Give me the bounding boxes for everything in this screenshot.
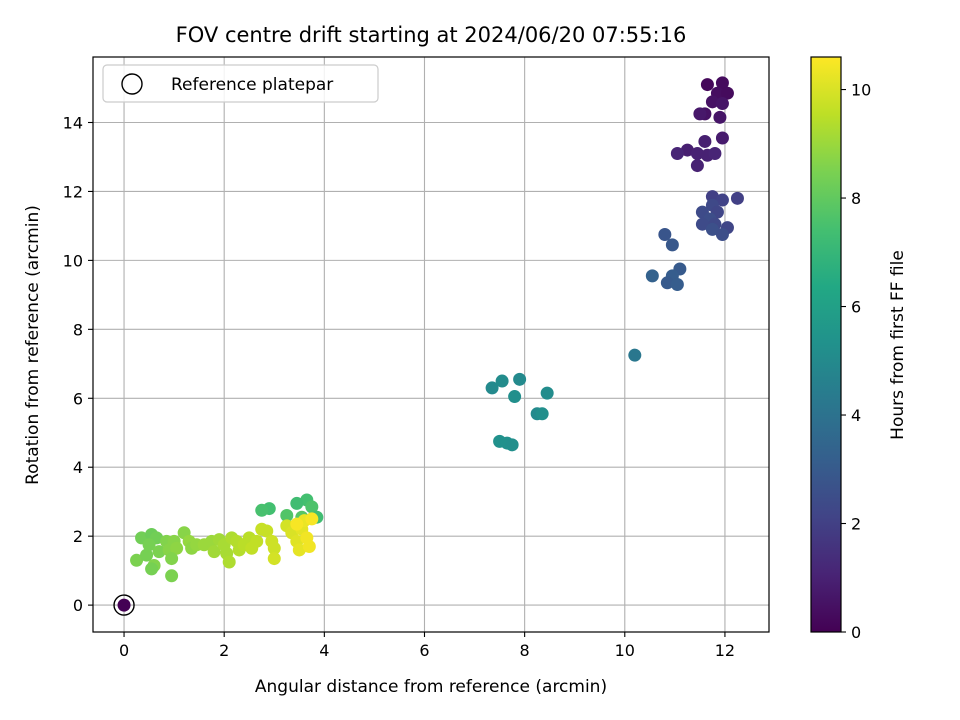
legend-marker-icon bbox=[121, 73, 143, 95]
colorbar-ticks: 0 2 4 6 8 10 bbox=[841, 81, 871, 642]
data-point bbox=[715, 97, 729, 111]
colorbar-label: Hours from first FF file bbox=[888, 250, 908, 440]
data-point bbox=[705, 95, 719, 109]
x-tick-label: 4 bbox=[319, 641, 329, 660]
data-point bbox=[720, 86, 734, 100]
y-tick-label: 10 bbox=[63, 251, 83, 270]
data-point bbox=[693, 107, 707, 121]
data-point bbox=[292, 543, 306, 557]
data-point bbox=[505, 438, 519, 452]
data-point bbox=[670, 147, 684, 161]
reference-marker bbox=[113, 594, 135, 616]
data-point bbox=[698, 134, 712, 148]
y-tick-label: 2 bbox=[73, 527, 83, 546]
data-point bbox=[290, 517, 304, 531]
data-point bbox=[305, 500, 319, 514]
y-axis-label: Rotation from reference (arcmin) bbox=[23, 205, 43, 485]
legend-entry-reference: Reference platepar bbox=[171, 75, 333, 95]
data-point bbox=[290, 496, 304, 510]
data-point bbox=[495, 374, 509, 388]
data-point bbox=[513, 372, 527, 386]
data-point bbox=[658, 228, 672, 242]
x-tick-label: 0 bbox=[119, 641, 129, 660]
colorbar-tick-label: 0 bbox=[851, 623, 861, 642]
data-point bbox=[165, 552, 179, 566]
y-tick-label: 6 bbox=[73, 389, 83, 408]
data-point bbox=[145, 562, 159, 576]
colorbar-tick-label: 10 bbox=[851, 81, 871, 100]
y-tick-label: 14 bbox=[63, 113, 83, 132]
legend-box bbox=[102, 64, 379, 103]
data-point bbox=[715, 228, 729, 242]
colorbar-tick-label: 8 bbox=[851, 189, 861, 208]
data-point bbox=[222, 555, 236, 569]
reference-point bbox=[113, 594, 135, 616]
data-point bbox=[715, 193, 729, 207]
data-point bbox=[170, 541, 184, 555]
data-point bbox=[250, 534, 264, 548]
colorbar-tick-label: 2 bbox=[851, 515, 861, 534]
data-point bbox=[680, 143, 694, 157]
data-point bbox=[152, 545, 166, 559]
data-point bbox=[280, 508, 294, 522]
y-tick-label: 0 bbox=[73, 596, 83, 615]
data-point bbox=[302, 540, 316, 554]
data-point bbox=[165, 569, 179, 583]
data-point bbox=[485, 381, 499, 395]
x-axis-label: Angular distance from reference (arcmin) bbox=[255, 677, 607, 697]
legend: Reference platepar bbox=[102, 64, 379, 103]
grid-lines bbox=[93, 57, 769, 632]
data-point bbox=[305, 512, 319, 526]
data-point bbox=[715, 131, 729, 145]
plot-frame bbox=[92, 56, 770, 633]
data-point bbox=[508, 390, 522, 404]
y-tick-label: 12 bbox=[63, 182, 83, 201]
data-point bbox=[540, 386, 554, 400]
data-point bbox=[142, 538, 156, 552]
data-point bbox=[705, 222, 719, 236]
axis-ticks: 0 2 4 6 8 10 12 0 2 4 6 8 10 12 14 bbox=[63, 113, 735, 660]
data-point bbox=[207, 545, 221, 559]
data-point bbox=[715, 76, 729, 90]
data-point bbox=[690, 159, 704, 173]
data-point bbox=[267, 541, 281, 555]
data-point bbox=[665, 238, 679, 252]
x-tick-label: 10 bbox=[615, 641, 635, 660]
y-tick-label: 8 bbox=[73, 320, 83, 339]
x-tick-label: 12 bbox=[715, 641, 735, 660]
x-tick-label: 6 bbox=[419, 641, 429, 660]
data-point bbox=[130, 553, 144, 567]
colorbar-tick-label: 4 bbox=[851, 406, 861, 425]
data-point bbox=[730, 191, 744, 205]
data-point bbox=[690, 147, 704, 161]
data-point bbox=[660, 276, 674, 290]
data-point bbox=[628, 348, 642, 362]
chart-title: FOV centre drift starting at 2024/06/20 … bbox=[176, 23, 687, 47]
data-point bbox=[267, 552, 281, 566]
x-tick-label: 2 bbox=[219, 641, 229, 660]
data-point bbox=[670, 278, 684, 292]
data-point bbox=[255, 503, 269, 517]
data-points bbox=[117, 76, 744, 612]
y-tick-label: 4 bbox=[73, 458, 83, 477]
data-point bbox=[708, 147, 722, 161]
data-point bbox=[645, 269, 659, 283]
x-tick-label: 8 bbox=[520, 641, 530, 660]
data-point bbox=[700, 78, 714, 92]
data-point bbox=[260, 524, 274, 538]
colorbar: 0 2 4 6 8 10 Hours from first FF file bbox=[810, 56, 908, 642]
data-point bbox=[713, 110, 727, 124]
data-point bbox=[535, 407, 549, 421]
colorbar-gradient bbox=[810, 56, 842, 633]
data-point bbox=[140, 548, 154, 562]
data-point bbox=[117, 598, 131, 612]
colorbar-tick-label: 6 bbox=[851, 298, 861, 317]
data-point bbox=[695, 217, 709, 231]
